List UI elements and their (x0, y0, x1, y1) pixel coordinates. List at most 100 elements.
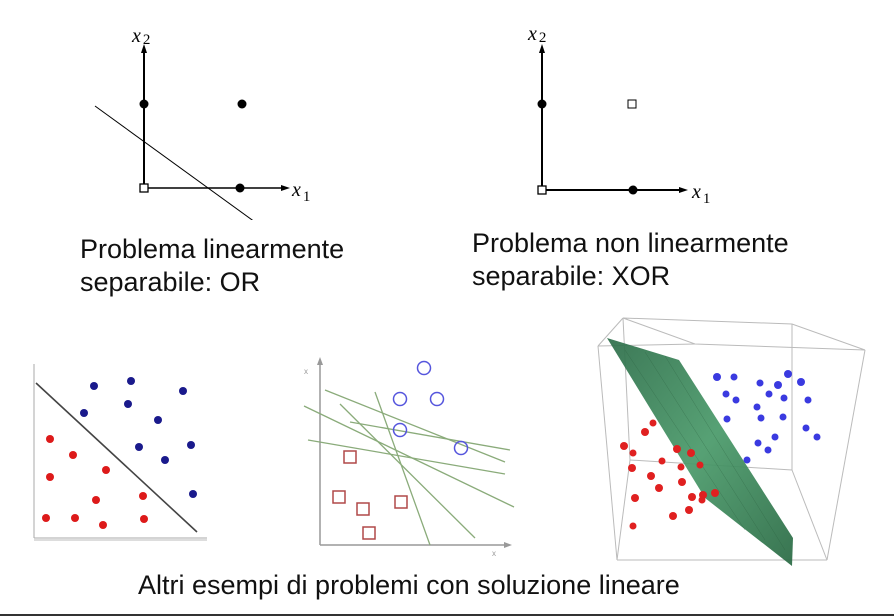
ex1-red-dot (139, 492, 147, 500)
ex1-blue-dot (179, 387, 187, 395)
xor-y-arrowhead (539, 44, 545, 53)
ex2-hollow-circle (429, 391, 445, 407)
ex1-red-dot (46, 473, 54, 481)
ex1-blue-dot (154, 416, 162, 424)
ex3-red-ball (669, 512, 677, 520)
ex3-red-ball (658, 457, 666, 465)
ex3-blue-ball (784, 370, 792, 378)
ex3-red-ball (655, 484, 663, 492)
ex1-red-dot (99, 521, 107, 529)
ex2-x-axis-tick: x (492, 549, 496, 557)
xor-point-11-hollow (627, 99, 637, 109)
ex2-hollow-circle (416, 360, 432, 376)
ex2-hollow-square (362, 526, 376, 540)
ex3-plane-mesh (664, 355, 786, 551)
ex1-red-dot (140, 515, 148, 523)
ex3-blue-ball (756, 379, 764, 387)
ex3-red-ball (649, 419, 657, 427)
ex2-y-axis-tick: x (304, 367, 308, 376)
xor-point-01 (537, 99, 547, 109)
or-point-01 (139, 99, 149, 109)
ex3-red-ball (698, 496, 706, 504)
ex2-hollow-circle (392, 422, 408, 438)
ex2-hyperplane-line (374, 391, 431, 546)
ex3-cube-edge (622, 317, 631, 461)
ex3-blue-ball (757, 414, 765, 422)
ex3-blue-ball (774, 381, 782, 389)
ex3-blue-ball (730, 373, 738, 381)
ex1-blue-dot (187, 441, 195, 449)
ex1-blue-dot (189, 490, 197, 498)
ex2-hollow-square (332, 490, 346, 504)
example-hyperplanes: x x (303, 357, 515, 557)
ex3-cube-edge (597, 317, 624, 347)
ex3-blue-ball (722, 390, 730, 398)
ex2-hyperplane-line (324, 389, 506, 463)
or-decision-line (94, 105, 254, 220)
ex3-cube-edge (597, 345, 618, 561)
ex3-cube-edge (616, 459, 631, 561)
ex3-blue-ball (804, 396, 812, 404)
slide-bottom-border (0, 614, 894, 616)
ex3-blue-ball (764, 446, 772, 454)
ex3-red-ball (696, 461, 704, 469)
ex3-blue-ball (779, 413, 787, 421)
ex3-blue-ball (713, 373, 721, 381)
ex3-blue-ball (753, 403, 761, 411)
ex1-blue-dot (124, 400, 132, 408)
ex1-red-dot (42, 514, 50, 522)
ex3-cube-edge (791, 469, 828, 561)
ex3-red-ball (628, 464, 636, 472)
ex1-red-dot (69, 451, 77, 459)
ex1-red-dot (92, 496, 100, 504)
xor-point-10 (628, 185, 638, 195)
ex2-hollow-square (394, 495, 408, 509)
ex2-hollow-circle (453, 440, 469, 456)
or-caption: Problema linearmente separabile: OR (80, 233, 344, 299)
ex3-red-ball (673, 445, 681, 453)
ex3-red-ball (678, 478, 686, 486)
or-caption-line2: separabile: OR (80, 267, 261, 297)
ex3-red-ball (688, 493, 696, 501)
xor-x-arrowhead (679, 187, 688, 193)
xor-caption-line2: separabile: XOR (472, 261, 671, 291)
ex3-red-ball (629, 522, 637, 530)
example-3d-plane (597, 317, 866, 566)
ex3-plane-mesh (644, 351, 766, 541)
ex2-hyperplane-line (349, 421, 511, 451)
ex3-blue-ball (743, 456, 751, 464)
or-point-11 (237, 99, 247, 109)
ex3-blue-ball (780, 394, 788, 402)
or-point-10 (235, 183, 245, 193)
ex2-hyperplane-line (307, 439, 506, 475)
ex3-red-ball (647, 472, 655, 480)
ex1-blue-dot (90, 382, 98, 390)
ex3-plane-mesh (624, 349, 746, 531)
ex2-hollow-circle (392, 391, 408, 407)
ex1-blue-dot (127, 377, 135, 385)
ex3-red-ball (711, 489, 719, 497)
ex2-hyperplane-line (339, 403, 476, 539)
ex3-red-ball (687, 449, 695, 457)
or-caption-line1: Problema linearmente (80, 234, 345, 264)
xor-caption-line1: Problema non linearmente (472, 228, 789, 258)
ex3-blue-ball (797, 378, 805, 386)
ex1-red-dot (71, 514, 79, 522)
ex1-blue-dot (135, 443, 143, 451)
xor-point-00-hollow (537, 185, 547, 195)
or-y-arrowhead (141, 44, 147, 53)
ex3-red-ball (685, 506, 693, 514)
ex2-hollow-square (343, 450, 357, 464)
ex2-x-arrowhead (504, 542, 512, 548)
ex3-red-ball (677, 463, 685, 471)
ex3-blue-ball (802, 424, 810, 432)
ex3-blue-ball (813, 433, 821, 441)
ex3-red-ball (620, 442, 628, 450)
ex1-blue-dot (80, 409, 88, 417)
